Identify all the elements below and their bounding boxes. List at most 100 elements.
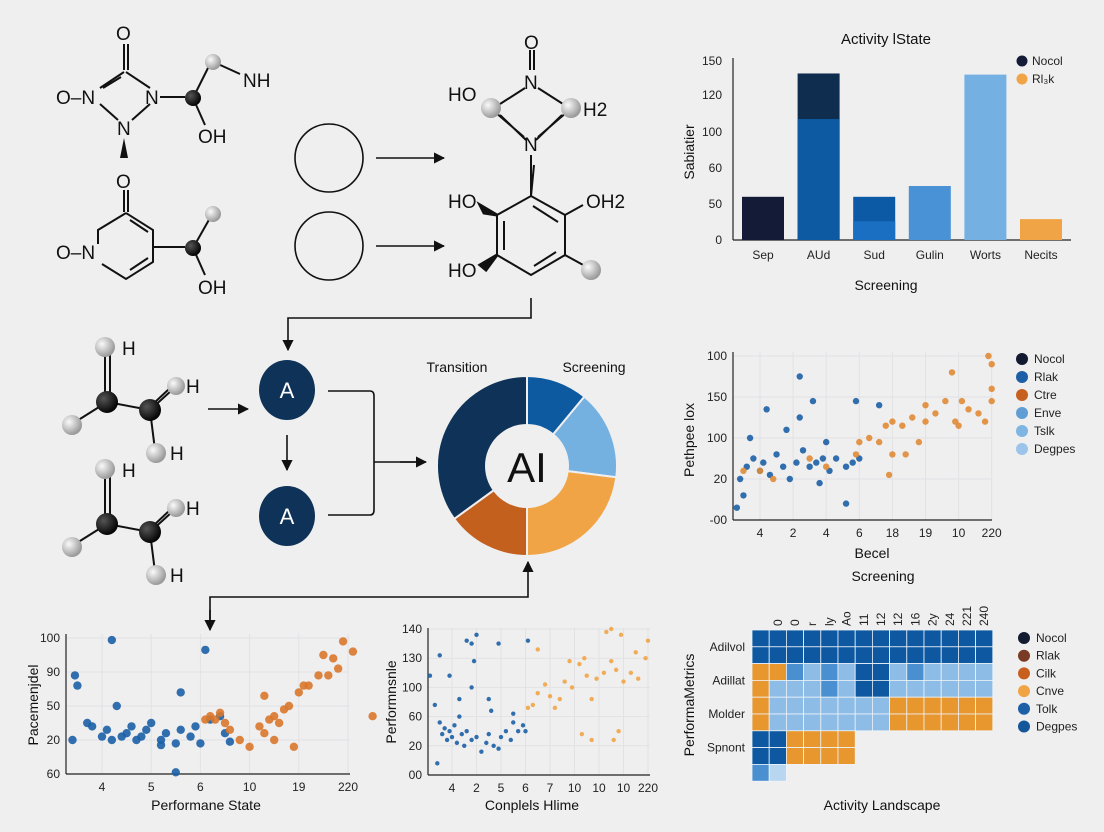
data-point: [816, 479, 823, 487]
row-label: Adillat: [712, 673, 745, 687]
heatmap-cell: [923, 713, 942, 732]
data-point: [628, 670, 634, 675]
data-point: [447, 673, 452, 678]
data-point: [304, 681, 313, 690]
heatmap-cell: [751, 646, 770, 664]
connector-arrow: [282, 298, 532, 352]
legend-marker: [1016, 443, 1028, 455]
y-tick-label: 20: [47, 733, 61, 747]
heatmap-cell: [889, 663, 908, 681]
molecule-product: O N HO H2 N HO OH2 HO: [448, 33, 625, 282]
legend-marker: [1016, 425, 1028, 437]
heatmap-cell: [975, 629, 994, 648]
heatmap-cell: [975, 713, 994, 732]
data-point: [552, 705, 558, 711]
heatmap-cell: [958, 646, 977, 664]
atom-label: H: [170, 444, 184, 465]
hydrogen-atom: [205, 206, 221, 222]
heatmap-cell: [820, 747, 839, 765]
data-point: [289, 742, 299, 751]
data-point: [161, 729, 171, 738]
heatmap-cell: [975, 646, 994, 664]
data-point: [324, 671, 333, 680]
data-point: [763, 406, 770, 413]
heatmap-cell: [751, 663, 770, 681]
heatmap-cell: [786, 730, 805, 748]
column-label: 0: [771, 619, 785, 626]
y-tick-label: 130: [402, 651, 422, 665]
data-point: [746, 434, 754, 442]
carbon-atom: [185, 90, 201, 106]
heatmap-cell: [923, 646, 942, 664]
data-point: [444, 737, 450, 743]
data-point: [733, 504, 741, 511]
x-tick-label: 220: [338, 780, 358, 794]
y-axis-label: Pethpee lox: [681, 403, 697, 477]
heatmap-cell: [854, 646, 873, 664]
hydrogen-atom: [581, 260, 601, 280]
x-tick-label: 6: [522, 781, 529, 795]
data-point: [948, 369, 956, 376]
data-point: [852, 397, 860, 405]
heatmap-cell: [768, 680, 787, 698]
atom-label: O: [116, 24, 131, 45]
heatmap-cell: [958, 713, 977, 732]
data-point: [809, 397, 817, 405]
data-point: [988, 385, 995, 392]
data-point: [609, 626, 614, 632]
donut-label-screening: Screening: [562, 359, 625, 375]
heatmap-cell: [768, 713, 787, 732]
x-tick-label: 4: [449, 781, 456, 795]
heatmap-cell: [751, 747, 770, 765]
heatmap-cell: [975, 680, 994, 698]
data-point: [462, 743, 467, 748]
heatmap-cell: [872, 663, 891, 681]
bar-sep: [742, 196, 784, 240]
x-tick-label: 18: [886, 526, 900, 540]
data-point: [486, 731, 491, 737]
legend-label: Degpes: [1034, 442, 1075, 456]
legend-label: Cnve: [1036, 684, 1064, 698]
heatmap-cell: [889, 680, 908, 698]
data-point: [889, 418, 896, 425]
data-point: [171, 739, 180, 748]
x-tick-label: 5: [498, 781, 505, 795]
molecule-ethylene: H H H: [62, 337, 200, 465]
svg-text:A: A: [280, 504, 295, 529]
data-point: [618, 632, 624, 638]
data-point: [294, 688, 303, 697]
data-point: [806, 455, 813, 462]
y-axis-label: Performnsnle: [383, 660, 399, 743]
data-point: [255, 722, 264, 731]
legend-label: Tolk: [1036, 702, 1058, 716]
heatmap-cell: [940, 696, 959, 715]
column-label: 0: [788, 619, 802, 626]
heatmap-cell: [923, 629, 942, 648]
data-point: [988, 397, 995, 405]
heatmap-cell: [837, 680, 856, 698]
legend-marker: [1016, 73, 1028, 85]
heatmap-cell: [768, 747, 787, 765]
heatmap-cell: [768, 764, 787, 782]
data-point: [274, 718, 284, 728]
data-point: [486, 696, 491, 702]
column-label: 11: [857, 613, 871, 626]
heatmap-cell: [940, 629, 959, 648]
y-tick-label: 100: [40, 631, 60, 645]
y-axis-label: PerformaMetrics: [681, 654, 697, 757]
data-point: [852, 451, 860, 458]
heatmap-cell: [958, 663, 977, 681]
data-point: [786, 475, 793, 483]
heatmap-cell: [803, 730, 822, 748]
heatmap-cell: [786, 663, 805, 681]
heatmap-cell: [820, 696, 839, 715]
bar-necits: [1020, 219, 1062, 240]
heatmap-cell: [820, 680, 839, 698]
data-point: [484, 740, 489, 746]
atom-label: O–N: [56, 243, 95, 264]
heatmap-cell: [837, 696, 856, 715]
heatmap-cell: [906, 696, 925, 715]
heatmap-cell: [837, 646, 856, 664]
data-point: [981, 418, 989, 425]
reactant-circle: [294, 123, 364, 193]
